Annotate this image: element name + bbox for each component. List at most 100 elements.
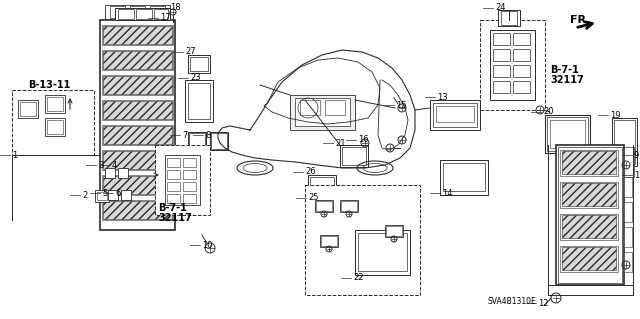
Bar <box>624 177 632 197</box>
Text: 5: 5 <box>102 189 108 197</box>
Text: 4: 4 <box>112 160 117 169</box>
Bar <box>102 25 173 45</box>
Bar <box>547 117 588 151</box>
Bar <box>121 190 131 200</box>
Bar <box>102 150 173 170</box>
Bar <box>355 230 410 275</box>
Bar <box>95 190 109 202</box>
Bar <box>102 50 173 70</box>
Bar <box>342 147 366 165</box>
Bar <box>513 49 530 61</box>
Text: 2: 2 <box>82 190 87 199</box>
Bar <box>300 100 320 115</box>
Bar <box>493 81 510 93</box>
Bar <box>102 175 173 195</box>
Bar <box>358 233 407 271</box>
Bar <box>440 160 488 195</box>
Bar <box>562 247 616 270</box>
Bar <box>436 106 474 122</box>
Text: 32117: 32117 <box>550 75 584 85</box>
Bar <box>340 145 368 167</box>
Text: 32117: 32117 <box>158 213 192 223</box>
Bar <box>118 9 134 19</box>
Bar <box>513 81 530 93</box>
Text: 20: 20 <box>543 108 554 116</box>
Bar <box>18 100 38 118</box>
Bar <box>624 227 632 247</box>
Bar <box>385 225 403 237</box>
Bar <box>167 170 180 179</box>
Text: B-13-11: B-13-11 <box>28 80 70 90</box>
Text: 8: 8 <box>205 130 211 139</box>
Bar <box>490 30 535 100</box>
Bar <box>97 192 107 200</box>
Bar <box>103 51 172 69</box>
Bar <box>118 168 128 178</box>
Text: 1: 1 <box>12 151 17 160</box>
Bar <box>103 76 172 94</box>
Bar <box>558 147 622 283</box>
Bar <box>102 100 173 120</box>
Bar <box>110 6 125 18</box>
Bar <box>562 151 616 174</box>
Bar <box>102 75 173 95</box>
Bar <box>105 5 170 19</box>
Text: 6: 6 <box>115 189 120 197</box>
Text: 23: 23 <box>190 73 200 83</box>
Bar <box>47 97 63 111</box>
Bar <box>624 152 632 172</box>
Bar <box>190 57 208 71</box>
Bar <box>560 214 618 240</box>
Text: 24: 24 <box>495 4 506 12</box>
Bar <box>614 120 635 164</box>
Bar <box>211 133 227 149</box>
Bar <box>103 201 172 219</box>
Bar <box>102 125 173 145</box>
Bar <box>493 49 510 61</box>
Bar <box>155 145 210 215</box>
Bar <box>325 100 345 115</box>
Bar <box>188 55 210 73</box>
Bar <box>493 33 510 45</box>
Bar <box>545 115 590 153</box>
Bar <box>183 158 196 167</box>
Text: 11: 11 <box>634 170 640 180</box>
Text: 16: 16 <box>358 136 369 145</box>
Bar <box>100 20 175 230</box>
Bar <box>321 236 337 246</box>
Text: 18: 18 <box>170 4 180 12</box>
Bar <box>562 215 616 238</box>
Text: SVA4B1310E: SVA4B1310E <box>488 298 537 307</box>
Bar <box>295 98 350 126</box>
Text: 22: 22 <box>353 273 364 283</box>
Bar <box>320 235 338 247</box>
Bar <box>105 168 115 178</box>
Bar <box>136 9 152 19</box>
Text: B-7-1: B-7-1 <box>158 203 187 213</box>
Bar <box>103 126 172 144</box>
Bar <box>501 11 517 25</box>
Text: 3: 3 <box>98 160 104 169</box>
Bar <box>154 9 168 19</box>
Bar <box>560 150 618 176</box>
Text: 21: 21 <box>335 138 346 147</box>
Text: 9: 9 <box>634 151 639 160</box>
Bar <box>167 158 180 167</box>
Text: 12: 12 <box>538 299 548 308</box>
Bar <box>560 246 618 272</box>
Text: 17: 17 <box>160 13 171 23</box>
Bar <box>185 80 213 122</box>
Bar <box>183 194 196 203</box>
Bar <box>624 147 634 177</box>
Text: 19: 19 <box>610 110 621 120</box>
Bar <box>340 200 358 212</box>
Bar <box>305 185 420 295</box>
Text: 7: 7 <box>182 130 188 139</box>
Bar <box>430 100 480 130</box>
Bar <box>341 201 357 211</box>
Text: 10: 10 <box>202 241 212 249</box>
Bar <box>386 226 402 236</box>
Bar <box>183 182 196 191</box>
Bar <box>513 65 530 77</box>
Bar <box>316 201 332 211</box>
